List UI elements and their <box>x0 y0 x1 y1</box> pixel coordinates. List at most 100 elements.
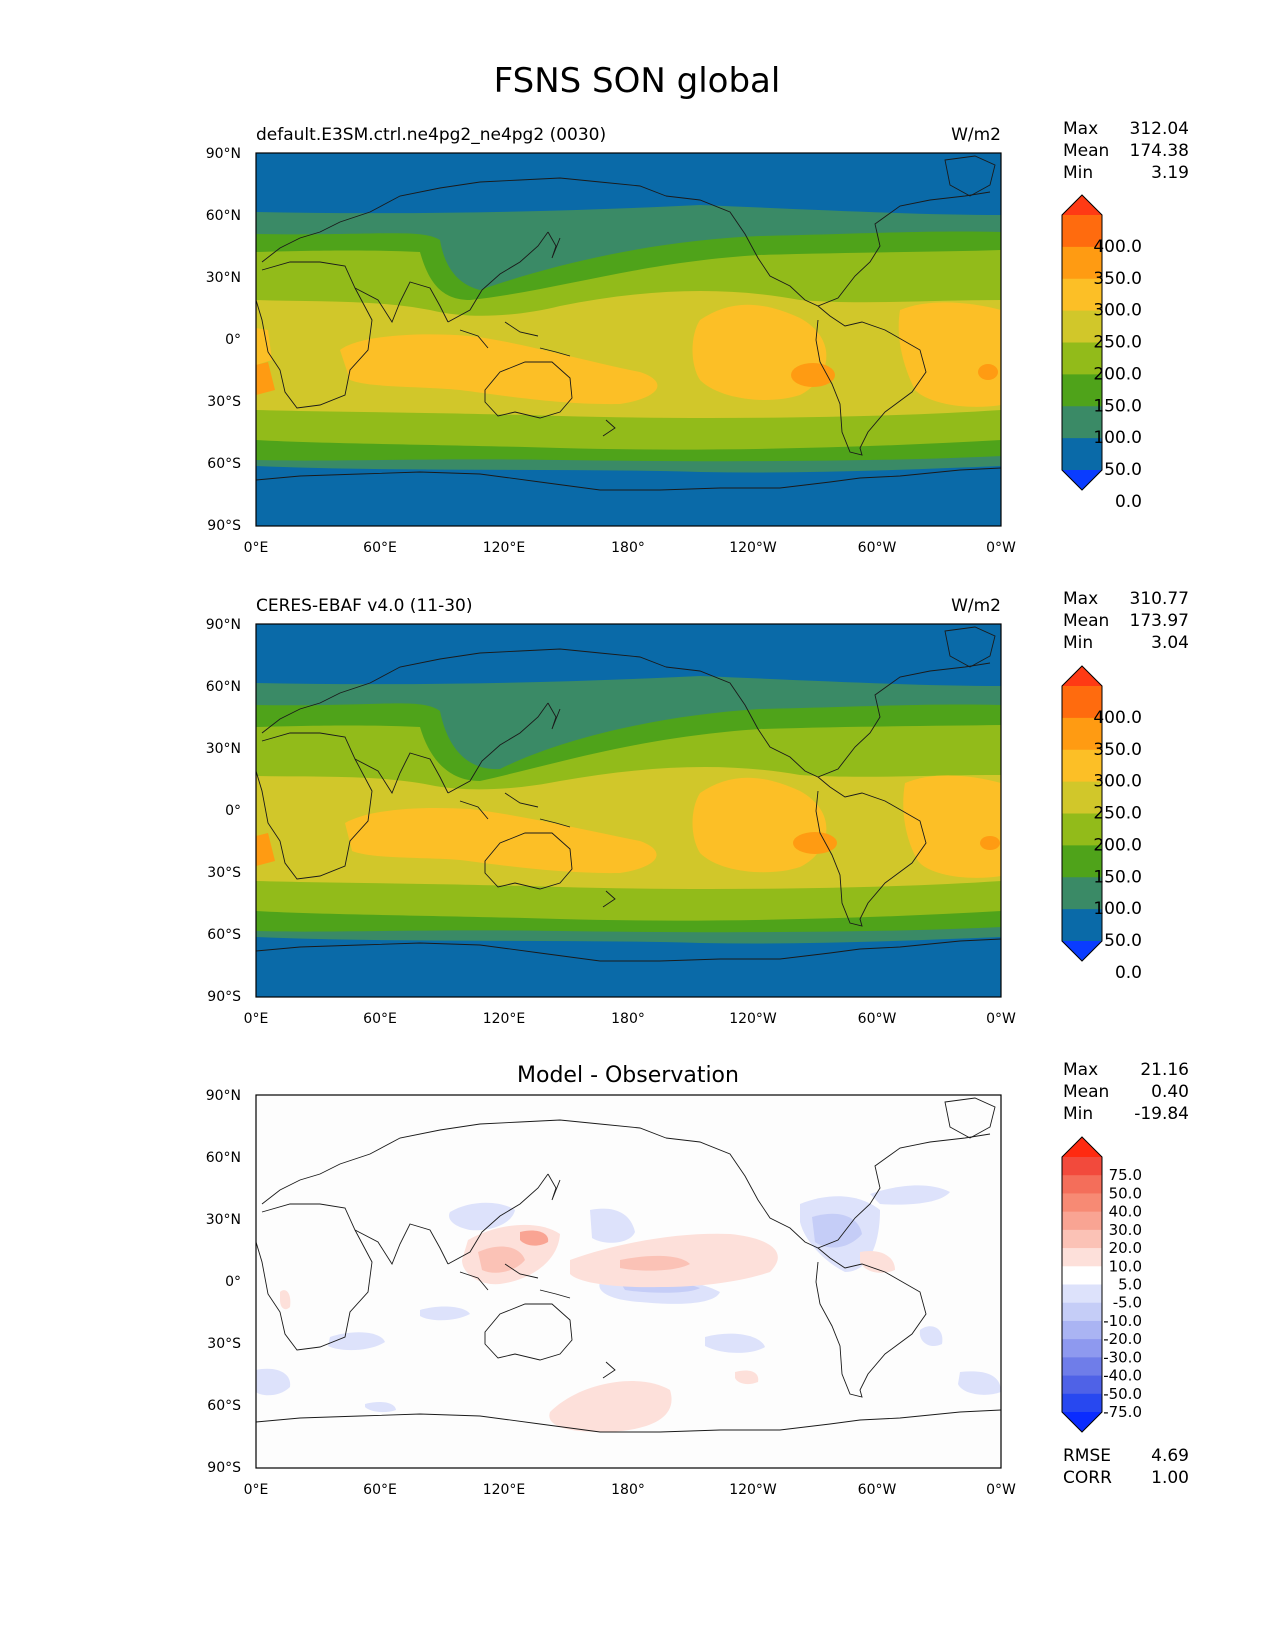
lon-tick-label: 120°W <box>729 1482 777 1498</box>
lat-tick-label: 90°N <box>206 617 241 633</box>
colorbar-tick-label: 200.0 <box>1093 835 1142 855</box>
metric-value: 4.69 <box>1151 1446 1189 1466</box>
colorbar-tick-label: 0.0 <box>1115 963 1142 983</box>
stat-label: Mean <box>1063 141 1109 161</box>
colorbar-tick-label: 100.0 <box>1093 899 1142 919</box>
lon-tick-label: 60°E <box>363 540 397 556</box>
lat-tick-label: 60°N <box>206 1150 241 1166</box>
lat-tick-labels: 90°N 60°N 30°N 0° 30°S 60°S 90°S <box>206 146 241 534</box>
lon-tick-label: 120°W <box>729 1011 777 1027</box>
colorbar-tick-label: 50.0 <box>1109 1184 1142 1202</box>
lat-tick-label: 0° <box>225 803 241 819</box>
colorbar-bin <box>1062 1339 1102 1358</box>
colorbar-tick-label: -50.0 <box>1103 1385 1142 1403</box>
lon-tick-label: 180° <box>611 540 645 556</box>
colorbar: 400.0 350.0 300.0 250.0 200.0 150.0 100.0 50.0 0… <box>1061 665 1142 983</box>
lon-tick-label: 0°E <box>244 1011 269 1027</box>
stat-label: Mean <box>1063 611 1109 631</box>
lon-tick-label: 60°W <box>858 1482 897 1498</box>
lat-tick-label: 0° <box>225 332 241 348</box>
panel-model: default.E3SM.ctrl.ne4pg2_ne4pg2 (0030) W… <box>206 119 1189 556</box>
lat-tick-label: 60°S <box>207 927 241 943</box>
colorbar-bin <box>1062 1229 1102 1249</box>
map-frame <box>255 152 1002 527</box>
colorbar-extension-top <box>1062 1137 1102 1157</box>
map-frame <box>255 1094 1002 1469</box>
colorbar-bin <box>1062 342 1102 375</box>
lon-tick-label: 0°W <box>986 540 1016 556</box>
contour-map <box>256 153 1001 526</box>
colorbar-outline <box>1061 665 1103 962</box>
colorbar-extension-bottom <box>1062 470 1102 490</box>
lon-tick-label: 60°W <box>858 540 897 556</box>
colorbar-bin <box>1062 215 1102 248</box>
colorbar-bin <box>1062 877 1102 910</box>
colorbar-tick-label: 400.0 <box>1093 708 1142 728</box>
colorbar-bin <box>1062 1302 1102 1322</box>
lat-tick-label: 90°S <box>207 518 241 534</box>
colorbar-bin <box>1062 1248 1102 1267</box>
stats: Max 310.77 Mean 173.97 Min 3.04 <box>1063 589 1189 653</box>
metrics: RMSE 4.69 CORR 1.00 <box>1063 1446 1189 1488</box>
units-label: W/m2 <box>951 596 1001 616</box>
lat-tick-label: 90°S <box>207 989 241 1005</box>
lat-tick-label: 30°S <box>207 865 241 881</box>
metric-value: 1.00 <box>1151 1468 1189 1488</box>
colorbar-tick-label: -40.0 <box>1103 1367 1142 1385</box>
colorbar-bin <box>1062 749 1102 783</box>
lon-tick-label: 0°E <box>244 540 269 556</box>
stat-label: Mean <box>1063 1082 1109 1102</box>
panel-title: default.E3SM.ctrl.ne4pg2_ne4pg2 (0030) <box>256 125 606 145</box>
colorbar-tick-label: 30.0 <box>1109 1221 1142 1239</box>
colorbar-bin <box>1062 686 1102 719</box>
colorbar-tick-label: 150.0 <box>1093 396 1142 416</box>
colorbar-outline <box>1061 194 1103 491</box>
colorbar-extension-top <box>1062 195 1102 215</box>
colorbar-tick-label: 20.0 <box>1109 1239 1142 1257</box>
colorbar-tick-label: -5.0 <box>1113 1294 1142 1312</box>
colorbar: 400.0 350.0 300.0 250.0 200.0 150.0 100.0 50.0 0… <box>1061 194 1142 512</box>
stat-label: Min <box>1063 163 1093 183</box>
colorbar-tick-label: -20.0 <box>1103 1330 1142 1348</box>
lon-tick-label: 120°E <box>483 1482 526 1498</box>
colorbar-bin <box>1062 717 1102 751</box>
lat-tick-label: 30°S <box>207 1336 241 1352</box>
colorbar-bin <box>1062 310 1102 343</box>
colorbar-tick-label: 300.0 <box>1093 301 1142 321</box>
metric-label: CORR <box>1063 1468 1112 1488</box>
colorbar-bin <box>1062 813 1102 846</box>
colorbar-tick-label: 250.0 <box>1093 333 1142 353</box>
colorbar-tick-label: 40.0 <box>1109 1203 1142 1221</box>
stats: Max 21.16 Mean 0.40 Min -19.84 <box>1063 1060 1189 1124</box>
stat-value: 21.16 <box>1140 1060 1189 1080</box>
contour-map <box>256 624 1001 997</box>
panel-diff: Model - Observation <box>206 1060 1189 1498</box>
stat-value: 0.40 <box>1151 1082 1189 1102</box>
colorbar-tick-label: 150.0 <box>1093 867 1142 887</box>
colorbar-bin <box>1062 1266 1102 1285</box>
colorbar-tick-label: 50.0 <box>1104 931 1142 951</box>
colorbar-bin <box>1062 278 1102 312</box>
lat-tick-label: 90°N <box>206 146 241 162</box>
lat-tick-labels: 90°N 60°N 30°N 0° 30°S 60°S 90°S <box>206 1088 241 1476</box>
colorbar-tick-label: 100.0 <box>1093 428 1142 448</box>
colorbar-tick-label: -30.0 <box>1103 1348 1142 1366</box>
stats: Max 312.04 Mean 174.38 Min 3.19 <box>1063 119 1189 183</box>
lon-tick-label: 120°E <box>483 540 526 556</box>
lat-tick-label: 90°S <box>207 1460 241 1476</box>
colorbar-tick-label: 10.0 <box>1109 1257 1142 1275</box>
colorbar-tick-label: 350.0 <box>1093 269 1142 289</box>
colorbar-bin <box>1062 374 1102 407</box>
lon-tick-labels: 0°E 60°E 120°E 180° 120°W 60°W 0°W <box>244 1482 1016 1498</box>
stat-label: Max <box>1063 589 1098 609</box>
colorbar-tick-label: 75.0 <box>1109 1166 1142 1184</box>
colorbar-bin <box>1062 1357 1102 1377</box>
colorbar-bin <box>1062 406 1102 439</box>
stat-value: 3.04 <box>1151 633 1189 653</box>
map-frame <box>255 623 1002 998</box>
stat-value: -19.84 <box>1134 1104 1189 1124</box>
lon-tick-label: 0°W <box>986 1482 1016 1498</box>
colorbar-bin <box>1062 909 1102 942</box>
figure-title: FSNS SON global <box>494 61 781 101</box>
